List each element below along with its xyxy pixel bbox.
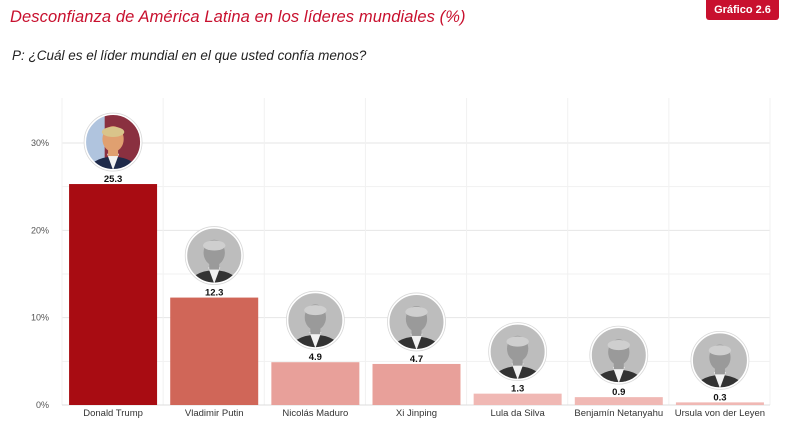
putin-portrait-icon: [184, 226, 244, 285]
portraits: [83, 112, 750, 390]
y-tick-label: 10%: [31, 313, 49, 323]
value-label: 4.7: [410, 354, 423, 365]
lula-portrait-icon: [488, 322, 548, 382]
category-label: Ursula von der Leyen: [675, 408, 765, 419]
bar: [271, 362, 360, 405]
value-label: 4.9: [309, 352, 322, 363]
bar: [170, 297, 259, 405]
value-label: 12.3: [205, 288, 224, 299]
category-labels: Donald Trump Vladimir Putin Nicolás Maduro…: [83, 408, 765, 419]
category-label: Donald Trump: [83, 408, 143, 419]
value-labels: 25.3 12.3 4.9 4.7 1.3 0.9 0.3: [104, 174, 727, 403]
value-label: 0.3: [713, 392, 726, 403]
y-tick-label: 0%: [36, 400, 49, 410]
xi-portrait-icon: [387, 292, 446, 352]
y-axis-ticks: 0% 10% 20% 30%: [31, 138, 49, 410]
netanyahu-portrait-icon: [589, 325, 649, 385]
survey-question: P: ¿Cuál es el líder mundial en el que u…: [12, 48, 367, 63]
y-tick-label: 20%: [31, 225, 49, 235]
figure-badge: Gráfico 2.6: [706, 0, 779, 20]
category-label: Lula da Silva: [490, 408, 545, 419]
bar: [675, 402, 764, 405]
bar: [473, 393, 562, 405]
chart-title: Desconfianza de América Latina en los lí…: [10, 8, 466, 26]
bar: [372, 363, 461, 405]
bars: [69, 184, 764, 405]
value-label: 0.9: [612, 387, 625, 398]
category-label: Benjamín Netanyahu: [574, 408, 663, 419]
bar: [574, 397, 663, 405]
category-label: Xi Jinping: [396, 408, 437, 419]
trump-portrait-icon: [83, 112, 143, 172]
value-label: 1.3: [511, 384, 524, 395]
value-label: 25.3: [104, 174, 123, 185]
bar: [69, 184, 158, 405]
category-label: Vladimir Putin: [185, 408, 244, 419]
category-label: Nicolás Maduro: [282, 408, 348, 419]
maduro-portrait-icon: [285, 290, 345, 350]
y-tick-label: 30%: [31, 138, 49, 148]
von-der-leyen-portrait-icon: [690, 330, 750, 390]
